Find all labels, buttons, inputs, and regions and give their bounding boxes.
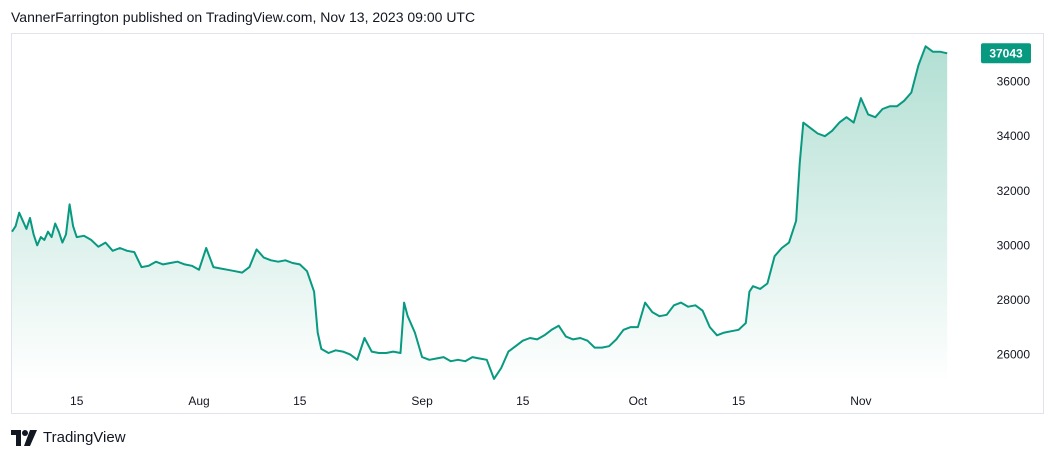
y-tick-label: 30000 [997,238,1031,252]
area-fill [12,46,948,384]
y-tick-label: 28000 [997,293,1031,307]
last-value-text: 37043 [989,46,1023,60]
area-fill-layer [12,46,948,384]
x-tick-label: Aug [188,394,209,408]
y-tick-label: 32000 [997,184,1031,198]
tradingview-brand-text: TradingView [43,429,126,446]
tradingview-logo[interactable]: TradingView [11,429,126,446]
y-axis: 26000 28000 30000 32000 34000 36000 [997,75,1031,362]
last-value-badge [981,43,1031,64]
x-tick-label: Sep [411,394,433,408]
x-tick-label: 15 [70,394,84,408]
x-axis: 15 Aug 15 Sep 15 Oct 15 Nov [70,394,872,408]
chart-frame [11,33,1044,414]
price-series-line [11,45,948,380]
y-tick-label: 36000 [997,75,1031,89]
x-tick-label: 15 [293,394,307,408]
last-value-label: 37043 [981,43,1031,64]
y-tick-label: 26000 [997,347,1031,361]
x-tick-label: 15 [516,394,530,408]
tradingview-logo-icon [11,429,37,446]
publisher-line: VannerFarrington published on TradingVie… [11,9,476,25]
x-tick-label: Oct [629,394,648,408]
x-tick-label: 15 [732,394,746,408]
x-tick-label: Nov [850,394,871,408]
series-line-layer [11,45,948,380]
y-tick-label: 34000 [997,129,1031,143]
